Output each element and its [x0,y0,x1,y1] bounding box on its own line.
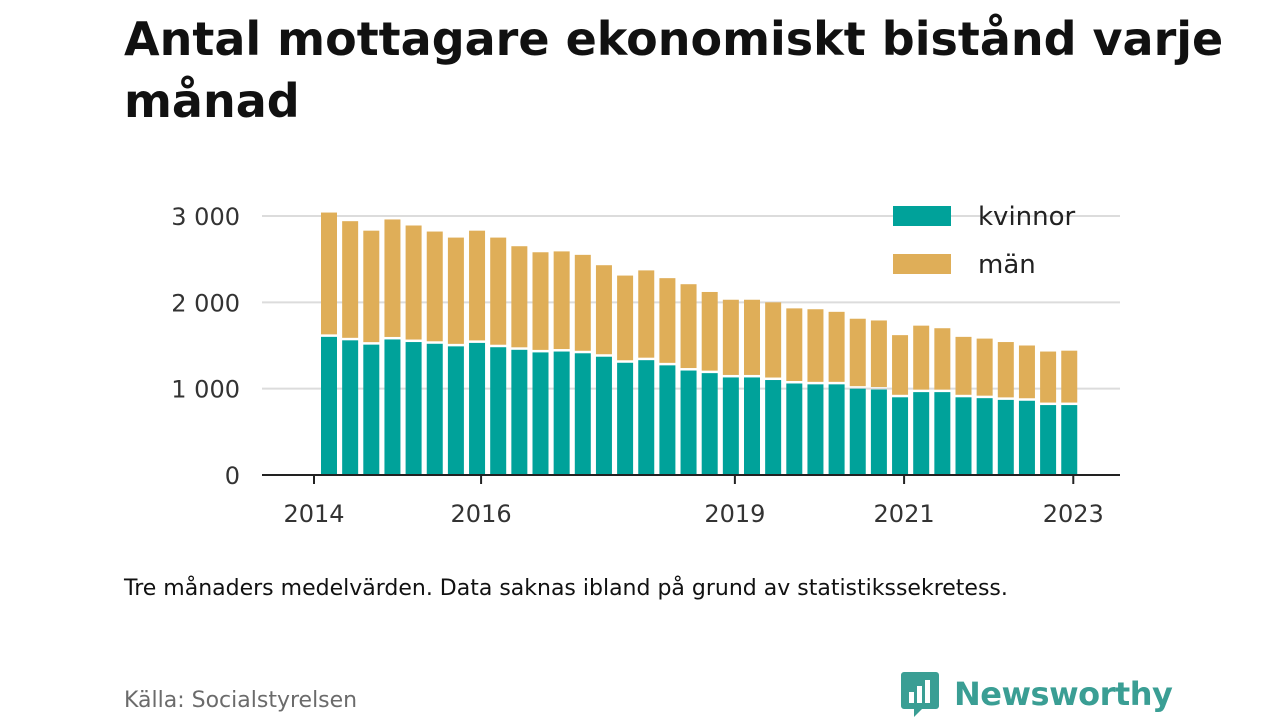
bar-män [321,212,337,335]
bar-kvinnor [1040,405,1057,475]
bar-män [553,251,570,350]
bar-män [934,328,951,390]
newsworthy-logo[interactable]: Newsworthy [900,670,1173,718]
brand-name: Newsworthy [954,675,1173,713]
bar-män [680,284,697,369]
bar-kvinnor [976,398,993,475]
x-tick-label: 2014 [283,500,344,528]
bar-kvinnor [363,344,380,475]
bar-kvinnor [321,336,337,475]
bar-kvinnor [447,346,464,475]
y-tick-label: 0 [225,462,240,490]
bar-män [511,246,528,348]
x-tick-label: 2023 [1043,500,1104,528]
bar-kvinnor [892,397,909,475]
source-credit: Källa: Socialstyrelsen [124,688,358,713]
bar-kvinnor [342,340,359,475]
bar-kvinnor [617,362,634,475]
bar-kvinnor [722,377,739,475]
bar-kvinnor [955,397,972,475]
bar-kvinnor [786,383,803,475]
chart-title: Antal mottagare ekonomiskt bistånd varje… [124,12,1224,128]
bar-män [828,311,845,382]
bar-kvinnor [511,349,528,475]
stacked-bar-chart: 0 1 000 2 000 3 000 2014 2016 2019 2021 2023 kvi… [171,202,1120,528]
bar-kvinnor [765,380,782,475]
legend-label-män: män [978,250,1036,280]
x-tick-label: 2019 [704,500,765,528]
legend-swatch-män [893,254,951,274]
bar-kvinnor [1061,405,1078,475]
bar-kvinnor [701,373,718,475]
bar-män [659,278,676,363]
bar-kvinnor [849,388,866,475]
bar-män [913,325,930,390]
bar-kvinnor [490,347,507,475]
y-tick-label: 1 000 [171,376,240,404]
legend: kvinnor män [893,202,1076,280]
bar-män [532,252,549,350]
bar-kvinnor [384,339,401,475]
bar-män [405,225,422,340]
bar-kvinnor [744,377,760,475]
bar-kvinnor [659,365,676,475]
bar-män [426,231,443,342]
bar-män [595,265,612,355]
x-tick-label: 2016 [451,500,512,528]
bar-kvinnor [405,342,422,475]
bar-kvinnor [426,343,443,475]
bar-män [744,299,760,375]
bar-män [1018,345,1035,399]
bar-kvinnor [870,389,887,475]
legend-label-kvinnor: kvinnor [978,202,1076,232]
bar-män [342,221,359,338]
bar-män [447,237,464,344]
bar-män [997,342,1014,398]
bar-män [955,336,972,395]
bar-män [574,254,591,351]
bar-kvinnor [934,392,951,475]
bar-män [363,230,380,343]
bar-män [701,291,718,371]
bar-kvinnor [469,342,486,475]
bar-män [1040,351,1057,403]
newsworthy-logo-icon [901,672,939,717]
bar-kvinnor [1018,400,1035,475]
bar-kvinnor [553,351,570,475]
axes: 0 1 000 2 000 3 000 2014 2016 2019 2021 2023 [171,203,1120,528]
bar-män [807,309,824,382]
bar-män [384,219,401,337]
bar-män [870,320,887,388]
y-tick-label: 2 000 [171,289,240,317]
bar-kvinnor [638,360,655,475]
bar-män [1061,350,1078,403]
bar-män [892,335,909,395]
bar-kvinnor [807,384,824,475]
bar-kvinnor [997,399,1014,475]
bar-kvinnor [595,356,612,475]
bar-män [765,302,782,378]
bar-kvinnor [828,384,845,475]
y-tick-label: 3 000 [171,203,240,231]
bars [321,212,1078,475]
bar-män [722,299,739,375]
bar-män [638,270,655,358]
bar-kvinnor [913,392,930,475]
bar-män [849,318,866,387]
bar-män [490,237,507,345]
bar-kvinnor [574,353,591,475]
bar-män [786,308,803,381]
chart-note: Tre månaders medelvärden. Data saknas ib… [124,576,1008,601]
x-tick-label: 2021 [874,500,935,528]
bar-män [469,230,486,341]
bar-män [617,275,634,361]
bar-män [976,338,993,396]
bar-kvinnor [532,352,549,475]
bar-kvinnor [680,370,697,475]
legend-swatch-kvinnor [893,206,951,226]
